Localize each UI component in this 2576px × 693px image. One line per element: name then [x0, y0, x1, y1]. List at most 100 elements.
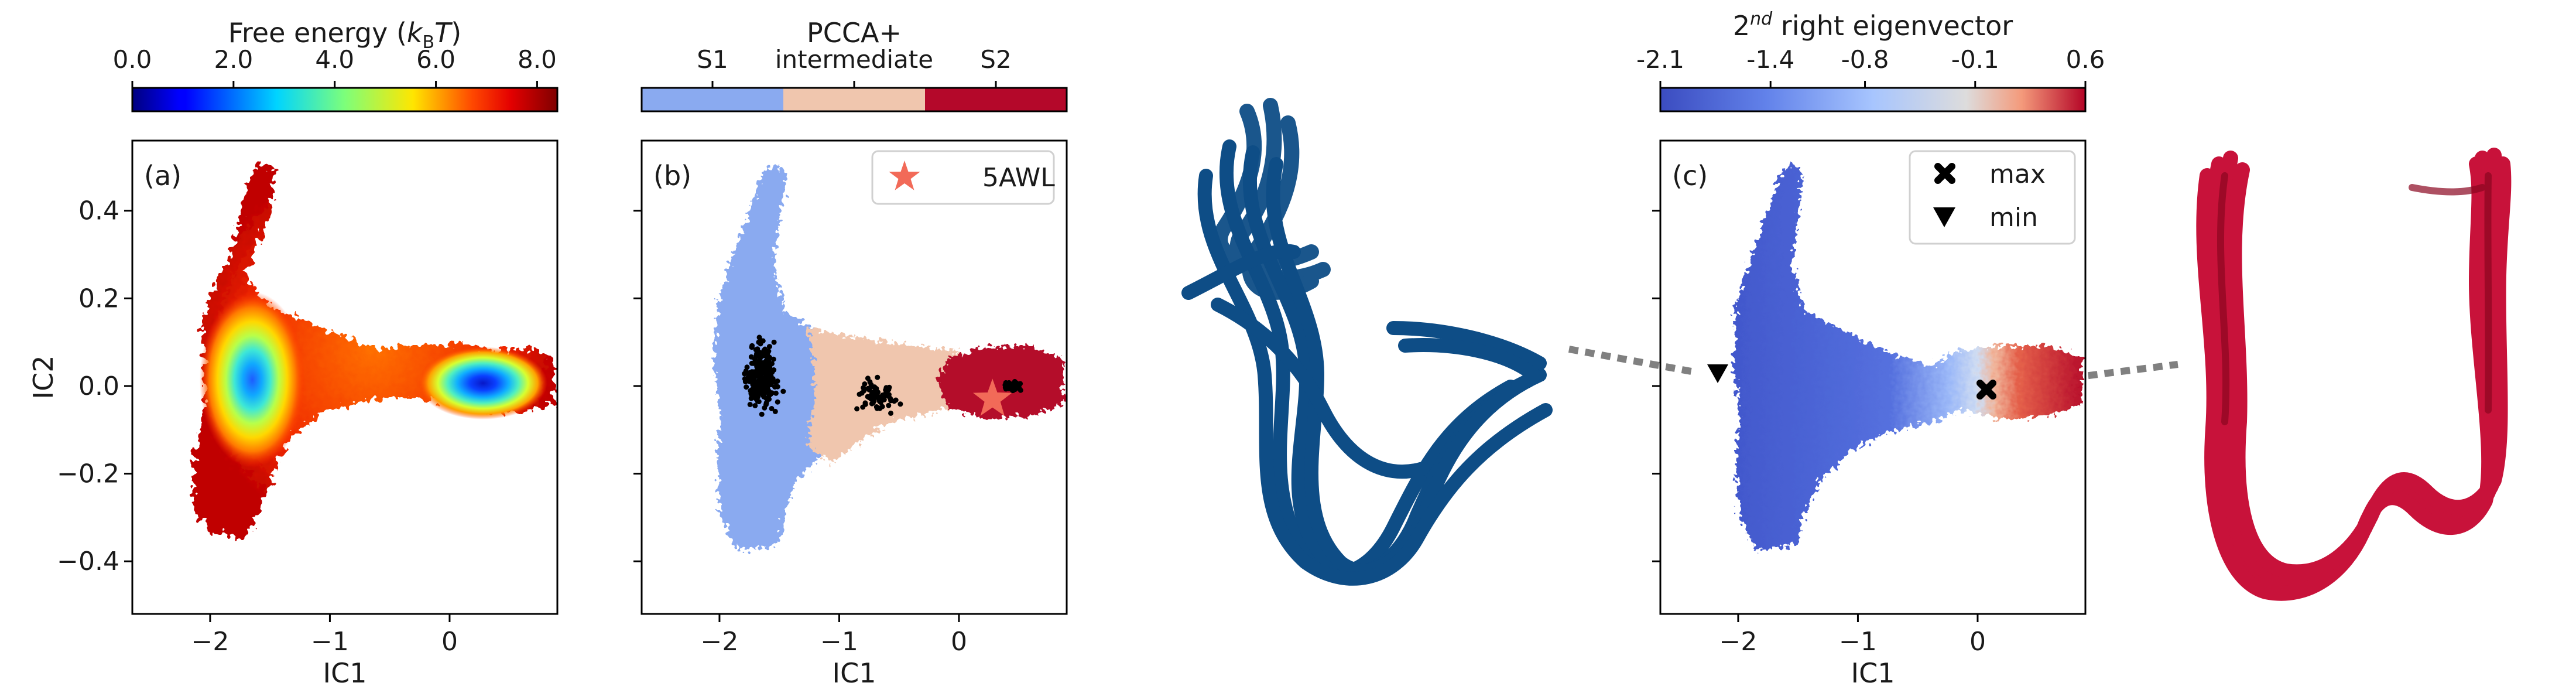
panel-b: (b) 5AWL −2 −1 0 IC1 [633, 139, 1068, 689]
sample-point [757, 375, 763, 381]
colorbar-tick-label: 0.6 [2066, 45, 2105, 74]
sample-point [772, 408, 778, 414]
panel-b-legend-box [871, 150, 1055, 205]
sample-point [761, 347, 767, 353]
sample-point [868, 382, 874, 388]
pcca-tick-label-s2: S2 [980, 45, 1011, 74]
panel-c-legend-max-icon [1934, 163, 1955, 184]
panel-a: (a) −2 −1 0 −0.4 −0.2 0.0 0.2 0.4 IC1 IC2 [28, 139, 559, 689]
x-tick-label: −1 [311, 627, 349, 657]
sample-point [765, 375, 770, 381]
sample-point [756, 399, 762, 405]
connector-left [1568, 346, 1699, 376]
panel-c-label: (c) [1672, 160, 1708, 192]
panel-b-axes: −2 −1 0 [633, 210, 967, 657]
y-tick-label: 0.2 [78, 284, 119, 313]
sample-point [883, 387, 889, 393]
sample-point [758, 370, 764, 376]
sample-point [860, 404, 866, 410]
colorbar-pcca-label: PCCA+ [807, 17, 902, 49]
sample-point [766, 344, 772, 350]
colorbar-tick-label: 8.0 [518, 45, 557, 74]
colorbar-eigenvector: 2nd right eigenvector -2.1 -1.4 -0.8 -0.1 0.… [1636, 9, 2105, 112]
panel-b-frame [640, 139, 1068, 615]
panel-b-xlabel: IC1 [833, 657, 876, 689]
sample-point [771, 367, 777, 373]
sample-point [747, 402, 753, 407]
colorbar-tick-label: 2.0 [214, 45, 253, 74]
sample-point [769, 406, 775, 411]
panel-b-legend: 5AWL [871, 150, 1055, 205]
panel-c-legend-box [1909, 150, 2076, 245]
pcca-segment-s1 [642, 88, 783, 111]
structure-s2-image [2196, 148, 2512, 601]
sample-point [758, 385, 764, 391]
sample-point [749, 392, 755, 398]
sample-point [759, 411, 765, 417]
colorbar-eigenvector-label: 2nd right eigenvector [1733, 9, 2013, 42]
sample-point [744, 384, 749, 390]
x-tick-label: 0 [441, 627, 458, 657]
panel-c-legend-min-label: min [1989, 203, 2038, 233]
sample-point [763, 400, 769, 405]
panel-b-label: (b) [653, 160, 691, 192]
sample-point [767, 363, 773, 369]
panel-b-legend-label: 5AWL [982, 163, 1055, 193]
sample-point [869, 401, 875, 407]
panel-c-legend: max min [1909, 150, 2076, 245]
sample-point [873, 385, 879, 391]
sample-point [857, 391, 862, 397]
colorbar-free-energy: Free energy (kBT) 0.0 2.0 4.0 6.0 8.0 [113, 17, 559, 112]
colorbar-free-energy-label: Free energy (kBT) [228, 17, 461, 53]
panel-c-frame [1659, 139, 2087, 615]
panel-c-xlabel: IC1 [1851, 657, 1895, 689]
y-tick-label: −0.2 [57, 459, 119, 489]
panel-a-ylabel: IC2 [28, 356, 59, 400]
panel-c-eigenvector-field [1733, 163, 2082, 551]
colorbar-free-energy-ticks: 0.0 2.0 4.0 6.0 8.0 [113, 45, 557, 88]
panel-b-reference-star [972, 378, 1012, 416]
y-tick-label: 0.4 [78, 196, 119, 226]
sample-point [744, 364, 750, 370]
panel-c-legend-min-icon [1933, 207, 1955, 227]
sample-point [758, 341, 763, 347]
x-tick-label: −1 [1839, 627, 1877, 657]
x-tick-label: −2 [191, 627, 229, 657]
panel-a-xlabel: IC1 [323, 657, 367, 689]
pcca-segment-s2 [925, 88, 1067, 111]
sample-point [753, 347, 759, 353]
sample-point [758, 353, 764, 359]
sample-point [769, 390, 775, 396]
colorbar-free-energy-bar [131, 87, 559, 112]
colorbar-tick-label: -0.8 [1841, 45, 1889, 74]
sample-point [877, 398, 882, 404]
sample-point [758, 381, 764, 387]
sample-point [861, 388, 867, 394]
colorbar-tick-label: 0.0 [113, 45, 152, 74]
colorbar-tick-label: -0.1 [1951, 45, 1999, 74]
sample-point [1002, 382, 1008, 388]
sample-point [780, 388, 786, 394]
pcca-tick-label-intermediate: intermediate [775, 45, 933, 74]
panel-c-axes: −2 −1 0 [1652, 210, 1986, 657]
pcca-segment-intermediate [783, 88, 925, 111]
panel-c-legend-max-label: max [1989, 159, 2046, 189]
sample-point [898, 401, 903, 407]
pcca-tick-label-s1: S1 [697, 45, 728, 74]
sample-point [876, 394, 882, 400]
sample-point [756, 360, 762, 366]
sample-point [759, 365, 765, 370]
panel-a-frame [131, 139, 559, 615]
sample-point [775, 384, 780, 390]
y-tick-label: −0.4 [57, 547, 119, 576]
x-tick-label: 0 [951, 627, 967, 657]
sample-point [875, 374, 881, 380]
panel-b-state-s2 [937, 346, 1063, 419]
sample-point [773, 390, 779, 396]
sample-point [768, 380, 774, 386]
x-tick-label: −2 [700, 627, 738, 657]
sample-point [765, 385, 770, 391]
sample-point [762, 353, 768, 359]
colorbar-eigenvector-bar [1659, 87, 2087, 112]
